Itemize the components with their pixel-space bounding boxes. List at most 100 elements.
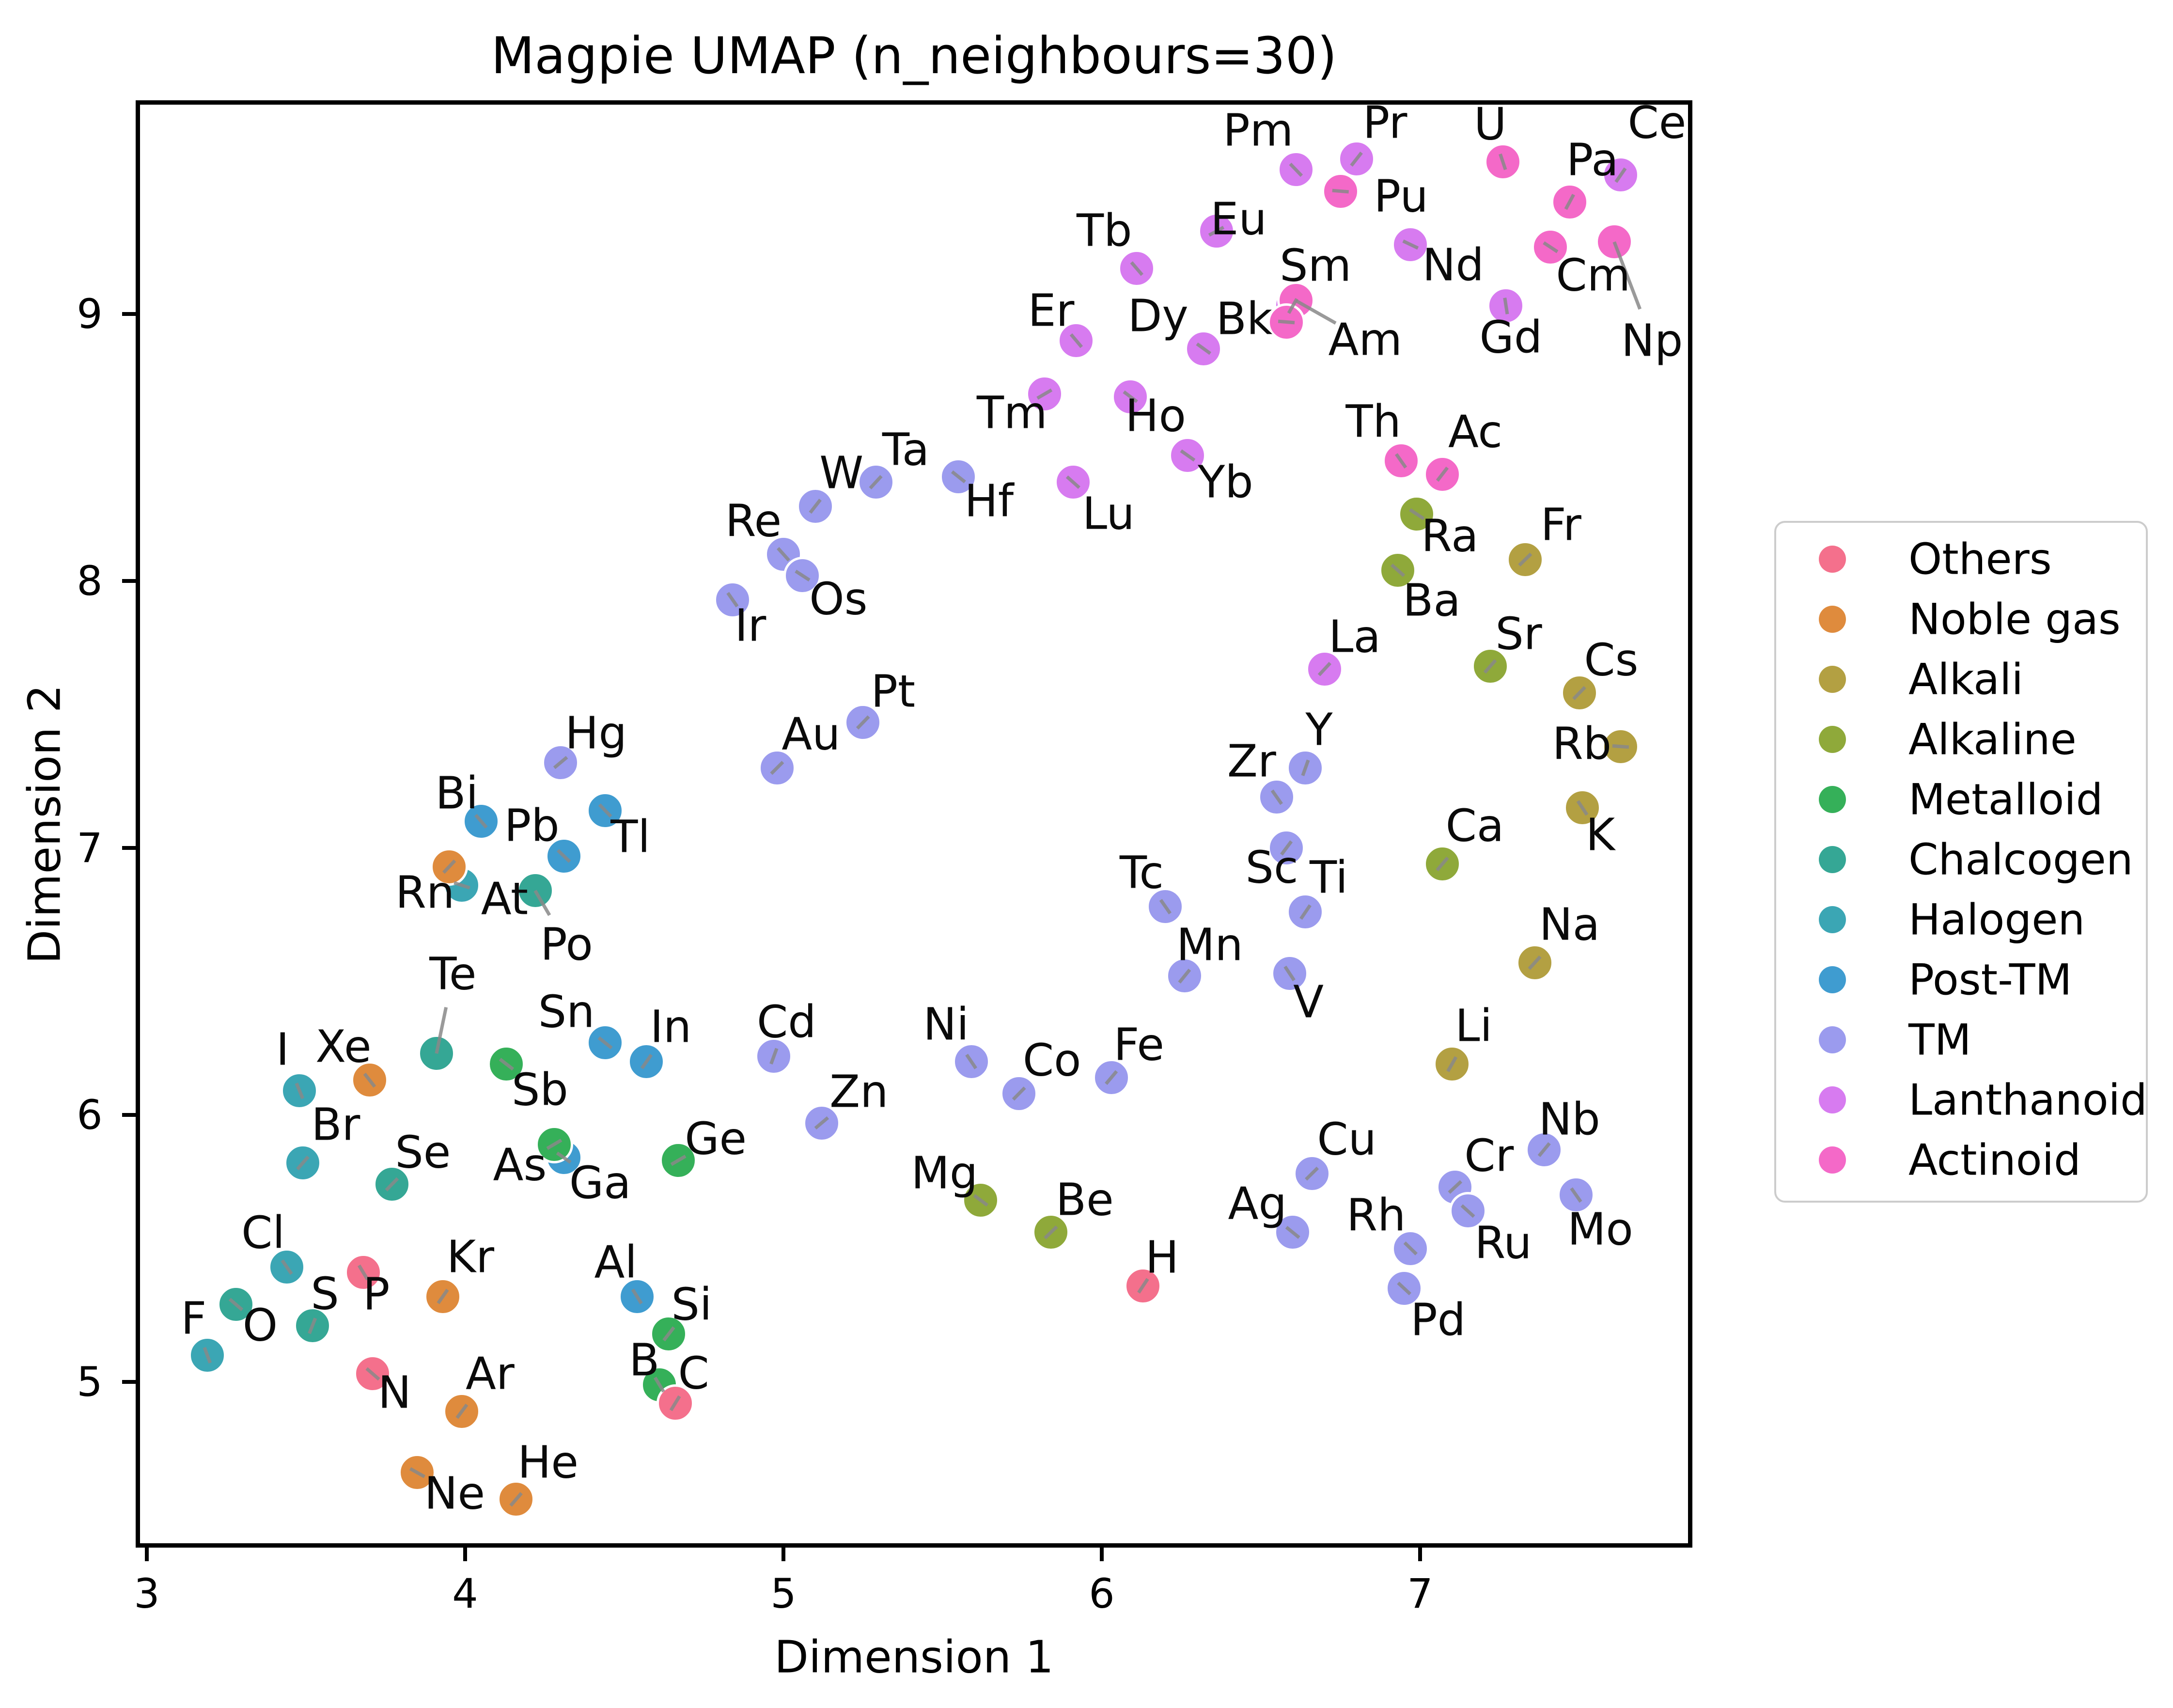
point-label-Ba: Ba [1403, 574, 1461, 627]
x-tick-5 [782, 1548, 785, 1561]
connector-N [365, 1367, 380, 1381]
x-tick-label-7: 7 [1407, 1570, 1433, 1617]
connector-Nb [1537, 1142, 1551, 1157]
x-tick-3 [145, 1548, 149, 1561]
point-label-Fr: Fr [1540, 499, 1581, 551]
connector-Ce [1614, 167, 1627, 183]
y-tick-label-6: 6 [77, 1091, 103, 1139]
connector-Hg [553, 756, 568, 769]
scatter-point-Tl [586, 791, 625, 830]
connector-Bk [1278, 319, 1295, 325]
point-label-W: W [819, 447, 864, 499]
legend-marker-icon [1819, 726, 1846, 753]
connector-V [1283, 965, 1296, 982]
point-label-Cm: Cm [1556, 249, 1631, 301]
legend-box: Others Noble gas Alkali Alkaline Metalloid Ch… [1774, 521, 2148, 1203]
connector-Ca [1436, 856, 1449, 872]
scatter-point-Ce [1601, 156, 1640, 194]
connector-Ar [455, 1403, 469, 1419]
point-label-Sc: Sc [1245, 841, 1298, 893]
connector-Yb [1180, 449, 1196, 462]
point-label-S: S [311, 1268, 339, 1320]
point-label-In: In [650, 1001, 692, 1053]
point-label-Cu: Cu [1317, 1113, 1376, 1165]
point-label-Os: Os [809, 573, 868, 625]
point-label-U: U [1474, 98, 1507, 150]
connector-Tb [1130, 261, 1144, 276]
connector-Ir [726, 592, 739, 608]
connector-Co [1012, 1086, 1026, 1101]
connector-Cd [769, 1048, 779, 1065]
connector-Tc [1159, 899, 1172, 915]
point-label-Nd: Nd [1422, 239, 1484, 291]
connector-Se [385, 1177, 399, 1191]
point-label-Mg: Mg [911, 1147, 978, 1199]
connector-Pu [1332, 188, 1349, 194]
point-label-Hf: Hf [964, 475, 1014, 527]
scatter-point-Ni [952, 1042, 990, 1081]
legend-label: Alkaline [1908, 714, 2077, 765]
y-tick-label-5: 5 [77, 1358, 103, 1406]
point-label-Y: Y [1305, 704, 1333, 756]
connector-Fr [1518, 552, 1532, 567]
connector-Po [533, 890, 551, 916]
connector-Ru [1460, 1204, 1475, 1218]
point-label-Hg: Hg [565, 707, 627, 759]
legend-label: Lanthanoid [1908, 1075, 2147, 1125]
x-axis-label: Dimension 1 [774, 1631, 1054, 1683]
connector-Am [1295, 299, 1337, 325]
point-label-Zn: Zn [829, 1066, 889, 1118]
legend-marker-icon [1819, 966, 1846, 993]
point-label-Te: Te [429, 948, 477, 1000]
scatter-point-Tb [1118, 250, 1156, 288]
point-label-Ti: Ti [1310, 851, 1348, 904]
connector-Eu [1208, 225, 1225, 237]
legend-marker-icon [1819, 546, 1846, 573]
connector-Pb [556, 849, 571, 863]
point-label-Ag: Ag [1228, 1177, 1287, 1230]
y-tick-5 [122, 1380, 136, 1384]
connector-Cl [281, 1259, 293, 1275]
connector-S [308, 1317, 317, 1334]
connector-Zn [814, 1116, 829, 1130]
connector-Sr [1483, 659, 1497, 674]
legend-marker-icon [1819, 1146, 1846, 1174]
connector-Lu [1065, 475, 1080, 489]
legend-label: Halogen [1908, 894, 2085, 945]
connector-B [653, 1377, 665, 1393]
point-label-V: V [1293, 976, 1324, 1028]
connector-Li [1446, 1056, 1458, 1072]
scatter-point-Co [1000, 1074, 1038, 1113]
y-tick-9 [122, 312, 136, 316]
connector-Cm [1543, 241, 1559, 253]
point-label-Na: Na [1539, 898, 1600, 951]
y-tick-label-8: 8 [77, 557, 103, 605]
point-label-Ce: Ce [1627, 96, 1687, 149]
point-label-Pb: Pb [504, 799, 560, 852]
connector-Rh [1403, 1241, 1418, 1255]
legend-label: Chalcogen [1908, 834, 2133, 885]
legend-marker-icon [1819, 786, 1846, 813]
connector-Sc [1280, 840, 1293, 856]
legend-marker-icon [1819, 1086, 1846, 1113]
connector-O [228, 1298, 244, 1311]
legend-label: Others [1908, 534, 2052, 584]
connector-Mg [973, 1194, 989, 1207]
scatter-point-Rb [1601, 727, 1640, 766]
point-label-Ge: Ge [685, 1113, 747, 1165]
connector-Pr [1350, 151, 1363, 167]
connector-Fe [1105, 1070, 1118, 1085]
point-label-Sm: Sm [1280, 239, 1352, 292]
connector-Hf [951, 470, 966, 484]
connector-Ga [556, 1151, 572, 1164]
connector-Zr [1270, 789, 1283, 805]
scatter-point-Hg [542, 743, 580, 782]
point-label-Pd: Pd [1410, 1294, 1466, 1346]
scatter-point-Ca [1423, 845, 1461, 883]
scatter-point-Hf [939, 458, 978, 496]
point-label-Cs: Cs [1584, 634, 1639, 686]
connector-Ta [869, 475, 883, 489]
y-tick-label-7: 7 [77, 824, 103, 872]
point-label-At: At [481, 873, 529, 925]
